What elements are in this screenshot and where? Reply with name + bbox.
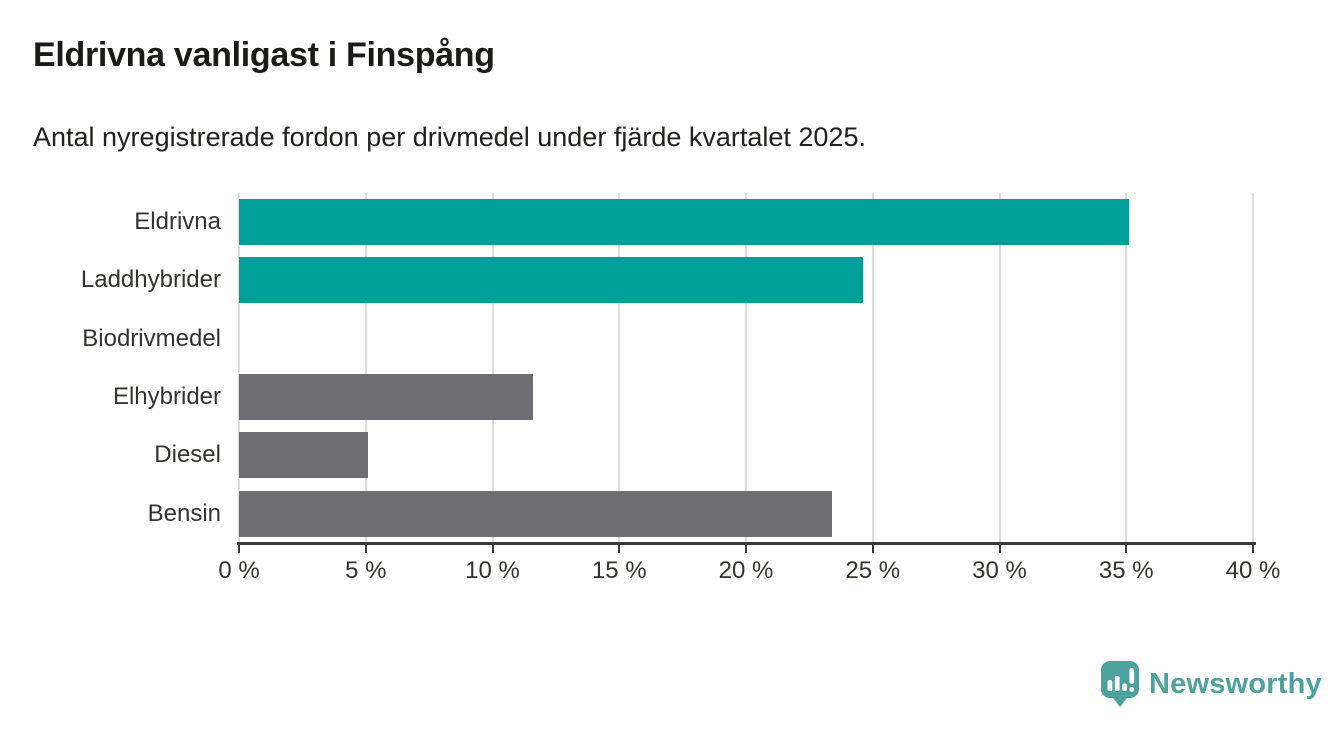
category-label: Biodrivmedel [82,324,221,352]
bar-bensin [239,490,833,537]
x-axis-tick [238,543,240,553]
gridline [1252,193,1254,543]
x-axis-tick-label: 10 % [465,557,520,584]
gridline [364,193,367,543]
bar-row: Diesel [154,426,1253,484]
category-label: Eldrivna [134,208,221,236]
gridline [745,193,747,543]
bar-row: Elhybrider [113,368,1253,426]
x-axis-tick [998,543,1001,553]
plot-area: Eldrivna Laddhybrider Biodrivmedel Elhybrid… [81,193,1280,584]
x-axis-tick-label: 20 % [718,557,774,584]
x-axis-tick-label: 15 % [591,557,647,584]
bar-row: Bensin [148,485,1253,543]
newsworthy-logo-text: Newsworthy [1149,667,1322,700]
x-axis-tick-label: 35 % [1098,557,1154,584]
bar-row: Laddhybrider [81,251,1253,309]
category-label: Diesel [154,441,221,469]
x-axis-tick [745,543,747,553]
x-axis-tick-label: 0 % [218,557,260,584]
bar-laddhybrider [239,257,863,304]
gridline [491,193,494,543]
gridline [998,193,1001,543]
bar-diesel [239,432,369,479]
x-axis-tick [871,543,874,553]
bar-eldrivna [239,199,1129,246]
bar-row: Eldrivna [134,193,1253,251]
x-axis-tick [1125,543,1128,553]
x-axis-tick-label: 40 % [1225,557,1281,584]
gridline [871,193,874,543]
gridline [1125,193,1128,543]
category-label: Bensin [147,499,221,527]
newsworthy-logo-icon [1101,661,1139,707]
bar-row: Biodrivmedel [82,310,1253,368]
gridline [238,193,240,543]
x-axis-tick [1252,543,1254,553]
x-axis-tick-label: 25 % [845,557,901,584]
gridline [618,193,621,543]
chart-subtitle: Antal nyregistrerade fordon per drivmede… [33,122,866,152]
newsworthy-brand: Newsworthy [1100,660,1322,708]
x-axis-tick-label: 30 % [972,557,1027,584]
x-axis-tick [364,543,367,553]
category-label: Elhybrider [112,383,221,411]
bar-elhybrider [239,374,534,421]
x-axis-tick [491,543,494,553]
chart-title: Eldrivna vanligast i Finspång [33,36,495,74]
x-axis-tick-label: 5 % [345,557,387,584]
category-label: Laddhybrider [80,266,221,294]
x-axis-tick [618,543,621,553]
